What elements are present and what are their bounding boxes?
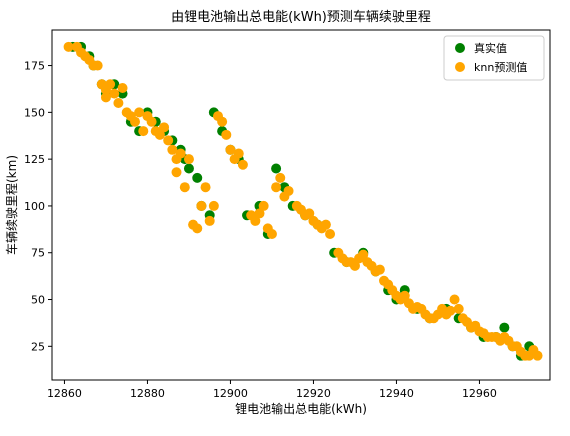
predicted-point [171, 167, 182, 178]
predicted-point [113, 97, 124, 108]
predicted-point [449, 294, 460, 305]
predicted-point [179, 182, 190, 193]
predicted-point [109, 88, 120, 99]
predicted-point [134, 107, 145, 118]
predicted-point [92, 60, 103, 71]
predicted-point [204, 215, 215, 226]
y-tick-label: 125 [24, 153, 45, 166]
predicted-point [374, 264, 385, 275]
x-tick-label: 12880 [130, 387, 165, 400]
predicted-point [325, 229, 336, 240]
predicted-point [304, 208, 315, 219]
x-axis-title: 锂电池输出总电能(kWh) [235, 401, 367, 416]
predicted-point [192, 223, 203, 234]
plot-frame [51, 29, 551, 381]
predicted-point [221, 129, 232, 140]
predicted-point [237, 159, 248, 170]
predicted-point [254, 208, 265, 219]
predicted-point [196, 200, 207, 211]
predicted-point [175, 148, 186, 159]
predicted-point [63, 41, 74, 52]
x-tick-label: 12860 [47, 387, 82, 400]
x-tick-label: 12960 [462, 387, 497, 400]
actual-point [192, 172, 203, 183]
predicted-point [100, 92, 111, 103]
predicted-point [532, 350, 543, 361]
predicted-point [167, 144, 178, 155]
predicted-point [445, 305, 456, 316]
predicted-point [105, 79, 116, 90]
predicted-point [399, 290, 410, 301]
predicted-point [358, 249, 369, 260]
x-tick-label: 12920 [296, 387, 331, 400]
predicted-point [159, 122, 170, 133]
y-tick-label: 50 [31, 294, 45, 307]
predicted-point [163, 135, 174, 146]
predicted-point [258, 200, 269, 211]
actual-point [271, 163, 282, 174]
actual-point [499, 322, 510, 333]
predicted-point [117, 83, 128, 94]
series-knn-predicted [63, 41, 543, 361]
predicted-point [146, 116, 157, 127]
predicted-point [250, 215, 261, 226]
predicted-point [130, 116, 140, 127]
chart-title: 由锂电池输出总电能(kWh)预测车辆续驶里程 [171, 9, 431, 25]
predicted-point [266, 229, 277, 240]
predicted-point [271, 182, 282, 193]
actual-point [183, 163, 194, 174]
predicted-point [275, 172, 286, 183]
predicted-point [233, 148, 244, 159]
x-tick-label: 12940 [379, 387, 414, 400]
predicted-point [208, 200, 219, 211]
predicted-point [154, 129, 165, 140]
predicted-point [183, 154, 194, 165]
data-points [63, 41, 543, 361]
predicted-point [217, 116, 228, 127]
predicted-point [200, 182, 211, 193]
predicted-point [225, 144, 236, 155]
y-tick-label: 175 [24, 60, 45, 73]
x-tick-label: 12900 [213, 387, 248, 400]
legend: 真实值 knn预测值 [443, 35, 545, 81]
y-axis-title: 车辆续驶里程(km) [4, 155, 19, 255]
y-tick-label: 25 [31, 340, 45, 353]
legend-label: knn预测值 [474, 61, 527, 74]
predicted-point [283, 185, 294, 196]
predicted-point [138, 126, 149, 137]
y-tick-label: 150 [24, 106, 45, 119]
legend-box [443, 35, 545, 81]
predicted-point [349, 260, 360, 271]
legend-marker [455, 43, 465, 53]
predicted-point [453, 303, 464, 314]
legend-label: 真实值 [474, 41, 507, 55]
y-tick-label: 75 [31, 247, 45, 260]
predicted-point [320, 219, 331, 230]
axis-ticks: 12860 12880 12900 12920 12940 12960 25 50 75 100 1… [24, 60, 497, 400]
legend-marker [455, 62, 465, 72]
y-tick-label: 100 [24, 200, 45, 213]
